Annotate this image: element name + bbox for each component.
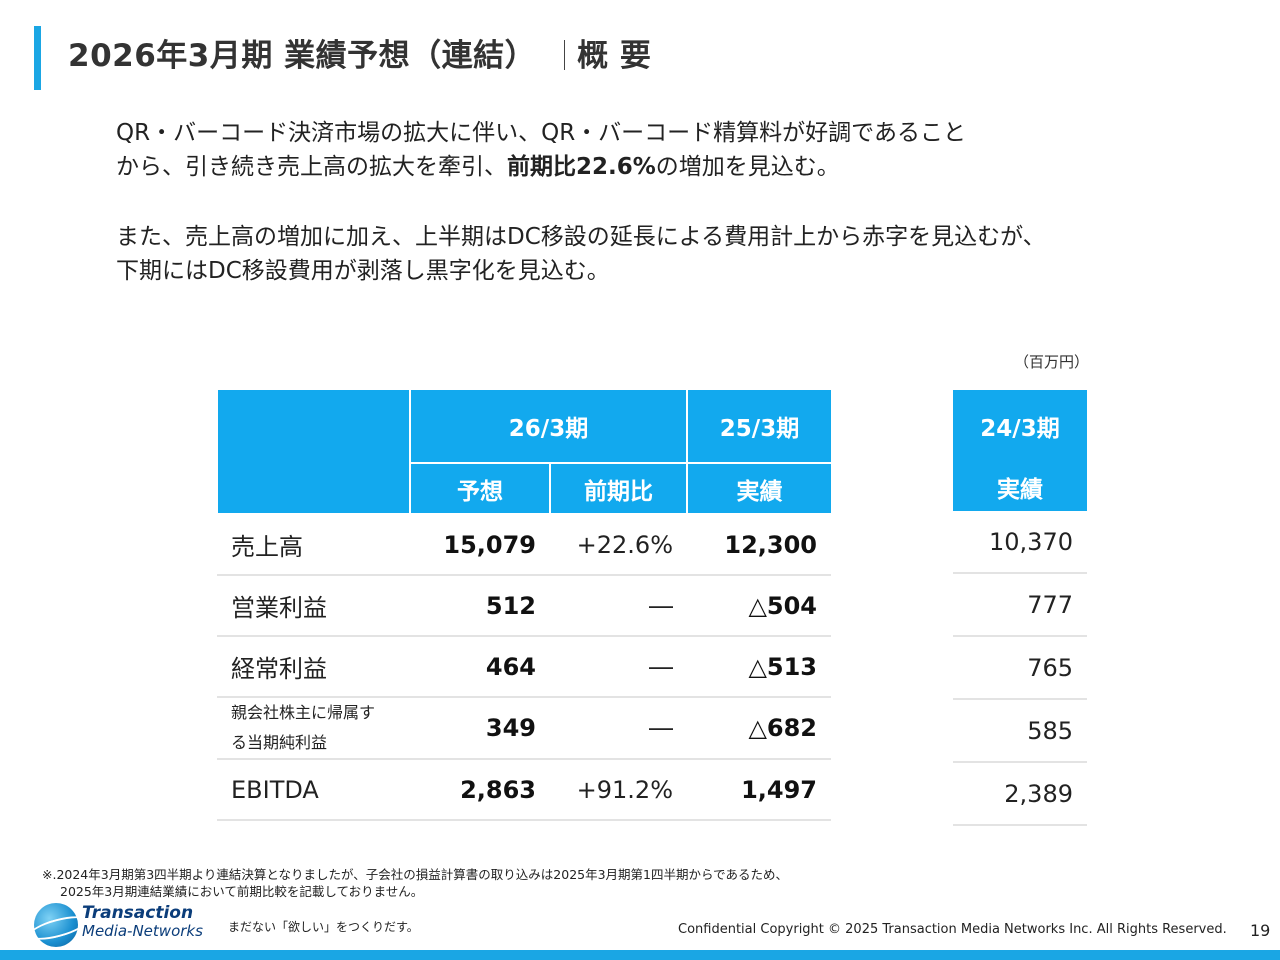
- globe-icon: [34, 903, 78, 947]
- footnote: ※.2024年3月期第3四半期より連結決算となりましたが、子会社の損益計算書の取…: [42, 866, 788, 900]
- paragraph-1-line-2: から、引き続き売上高の拡大を牽引、前期比22.6%の増加を見込む。: [116, 150, 966, 184]
- logo-text-line-2: Media-Networks: [82, 922, 203, 940]
- prior-year-table: 24/3期 実績 10,370 777 765 585 2,389: [953, 390, 1087, 826]
- paragraph-1-line-2-pre: から、引き続き売上高の拡大を牽引、: [116, 154, 507, 180]
- row-label: 親会社株主に帰属す る当期純利益: [217, 697, 410, 760]
- header-period-25: 25/3期: [686, 390, 832, 464]
- header-empty-cell: [216, 390, 410, 515]
- table-row: 経常利益 464 ― △513: [217, 636, 832, 698]
- prior-year-value: 765: [953, 636, 1087, 700]
- title-separator: [564, 40, 566, 70]
- paragraph-1-line-1: QR・バーコード決済市場の拡大に伴い、QR・バーコード精算料が好調であること: [116, 120, 966, 146]
- row-label-line-2: る当期純利益: [231, 733, 328, 752]
- table-row: 10,370: [953, 511, 1087, 574]
- actual-value: 1,497: [687, 759, 832, 821]
- page-title-main: 2026年3月期 業績予想（連結）: [68, 38, 537, 74]
- bottom-accent-bar: [0, 950, 1280, 960]
- prior-year-value: 585: [953, 699, 1087, 763]
- table-row: 2,389: [953, 762, 1087, 826]
- yoy-value: +91.2%: [550, 759, 688, 821]
- header-period-26: 26/3期: [408, 390, 688, 464]
- footnote-line-1: ※.2024年3月期第3四半期より連結決算となりましたが、子会社の損益計算書の取…: [42, 867, 789, 882]
- paragraph-1-line-2-post: の増加を見込む。: [655, 154, 840, 180]
- forecast-value: 2,863: [410, 759, 550, 821]
- table-row: 親会社株主に帰属す る当期純利益 349 ― △682: [217, 697, 832, 760]
- prior-year-value: 777: [953, 573, 1087, 637]
- row-label: 営業利益: [217, 575, 410, 637]
- actual-value: 12,300: [687, 514, 832, 576]
- footnote-line-2: 2025年3月期連結業績において前期比較を記載しておりません。: [60, 884, 424, 899]
- paragraph-2-line-1: また、売上高の増加に加え、上半期はDC移設の延長による費用計上から赤字を見込むが…: [116, 224, 1046, 250]
- actual-value: △513: [687, 636, 832, 698]
- header-actual-25: 実績: [686, 463, 832, 515]
- yoy-value: ―: [550, 575, 688, 637]
- summary-paragraph-1: QR・バーコード決済市場の拡大に伴い、QR・バーコード精算料が好調であること か…: [116, 116, 966, 184]
- row-label-line-1: 親会社株主に帰属す: [231, 703, 376, 722]
- table-row: 営業利益 512 ― △504: [217, 575, 832, 637]
- prior-year-value: 10,370: [953, 511, 1087, 574]
- summary-paragraph-2: また、売上高の増加に加え、上半期はDC移設の延長による費用計上から赤字を見込むが…: [116, 220, 1046, 288]
- page-number: 19: [1250, 921, 1271, 940]
- forecast-value: 15,079: [410, 514, 550, 576]
- row-label: 売上高: [217, 514, 410, 576]
- yoy-value: ―: [550, 697, 688, 760]
- unit-label: （百万円）: [1014, 353, 1090, 371]
- forecast-value: 349: [410, 697, 550, 760]
- forecast-value: 512: [410, 575, 550, 637]
- header-period-24: 24/3期: [953, 390, 1087, 462]
- actual-value: △504: [687, 575, 832, 637]
- header-actual-24: 実績: [953, 462, 1087, 511]
- page-title-sub: 概 要: [577, 38, 652, 74]
- title-accent-bar: [34, 26, 41, 90]
- yoy-value: +22.6%: [550, 514, 688, 576]
- table-row: 585: [953, 699, 1087, 763]
- table-row: EBITDA 2,863 +91.2% 1,497: [217, 759, 832, 821]
- page-title: 2026年3月期 業績予想（連結） 概 要: [68, 30, 651, 75]
- table-row: 777: [953, 573, 1087, 637]
- company-logo: Transaction Media-Networks: [26, 901, 203, 949]
- table-row: 売上高 15,079 +22.6% 12,300: [217, 514, 832, 576]
- forecast-value: 464: [410, 636, 550, 698]
- header-yoy: 前期比: [548, 463, 688, 515]
- logo-text-line-1: Transaction: [82, 903, 194, 923]
- row-label: EBITDA: [217, 759, 410, 821]
- forecast-table: 26/3期 25/3期 予想 前期比 実績 売上高 15,079 +22.6% …: [216, 390, 832, 821]
- prior-year-value: 2,389: [953, 762, 1087, 826]
- row-label: 経常利益: [217, 636, 410, 698]
- tagline: まだない「欲しい」をつくりだす。: [228, 920, 419, 934]
- table-row: 765: [953, 636, 1087, 700]
- header-forecast: 予想: [409, 463, 550, 515]
- paragraph-1-highlight: 前期比22.6%: [507, 154, 656, 180]
- paragraph-2-line-2: 下期にはDC移設費用が剥落し黒字化を見込む。: [116, 258, 610, 284]
- actual-value: △682: [687, 697, 832, 760]
- yoy-value: ―: [550, 636, 688, 698]
- copyright: Confidential Copyright © 2025 Transactio…: [678, 922, 1227, 937]
